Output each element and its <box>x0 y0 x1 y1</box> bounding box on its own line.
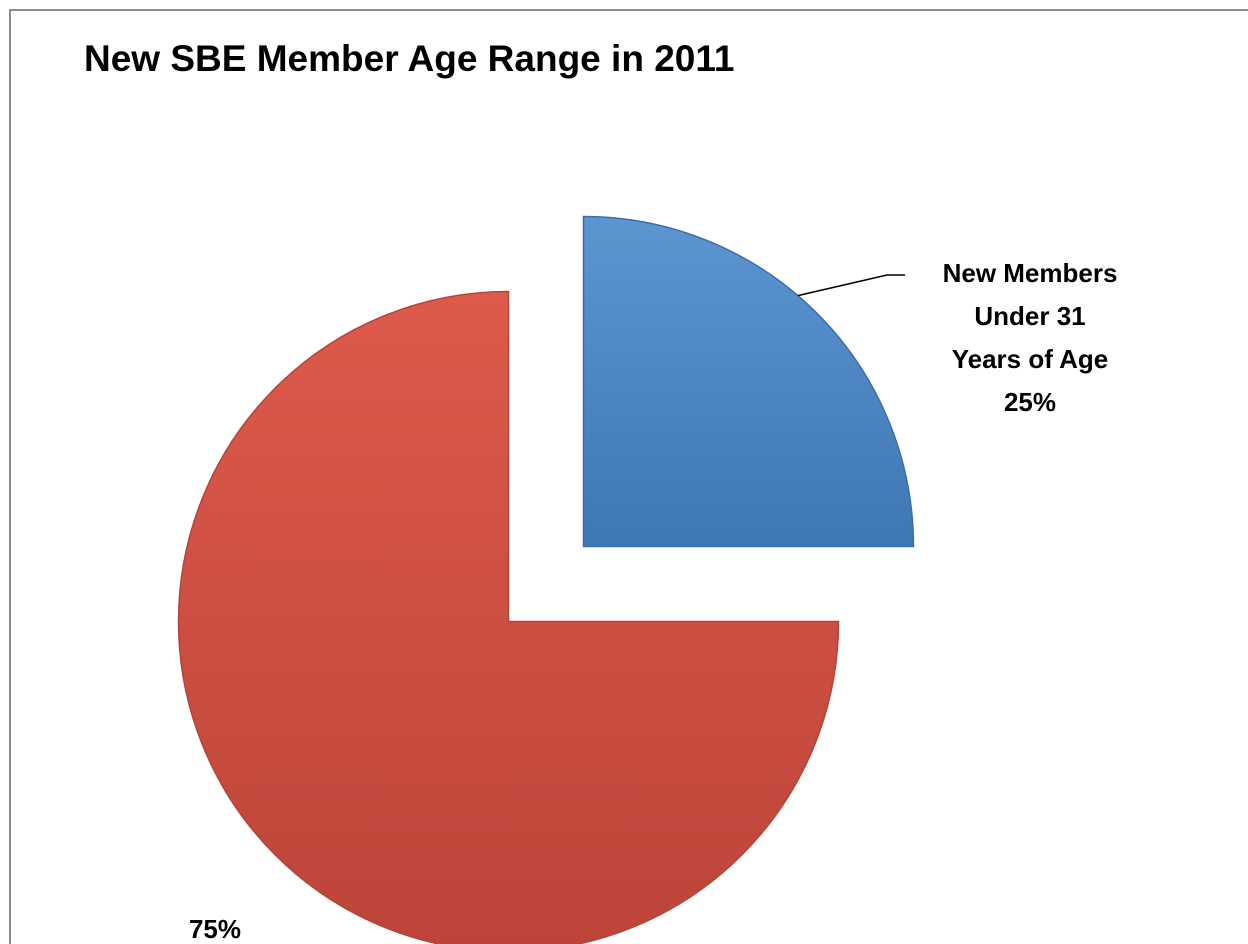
pie-slice-1 <box>177 290 840 944</box>
data-label-0-line-1: Under 31 <box>974 301 1085 331</box>
pie-slice-0 <box>582 215 915 548</box>
data-label-0-line-2: Years of Age <box>952 344 1109 374</box>
data-label-0: New Members Under 31 Years of Age 25% <box>943 258 1118 417</box>
data-label-0-line-3: 25% <box>1004 387 1056 417</box>
chart-title: New SBE Member Age Range in 2011 <box>84 38 735 79</box>
leader-line-0 <box>797 274 905 297</box>
data-label-1: 75% <box>189 914 241 944</box>
data-label-0-line-0: New Members <box>943 258 1118 288</box>
data-label-1-line-0: 75% <box>189 914 241 944</box>
